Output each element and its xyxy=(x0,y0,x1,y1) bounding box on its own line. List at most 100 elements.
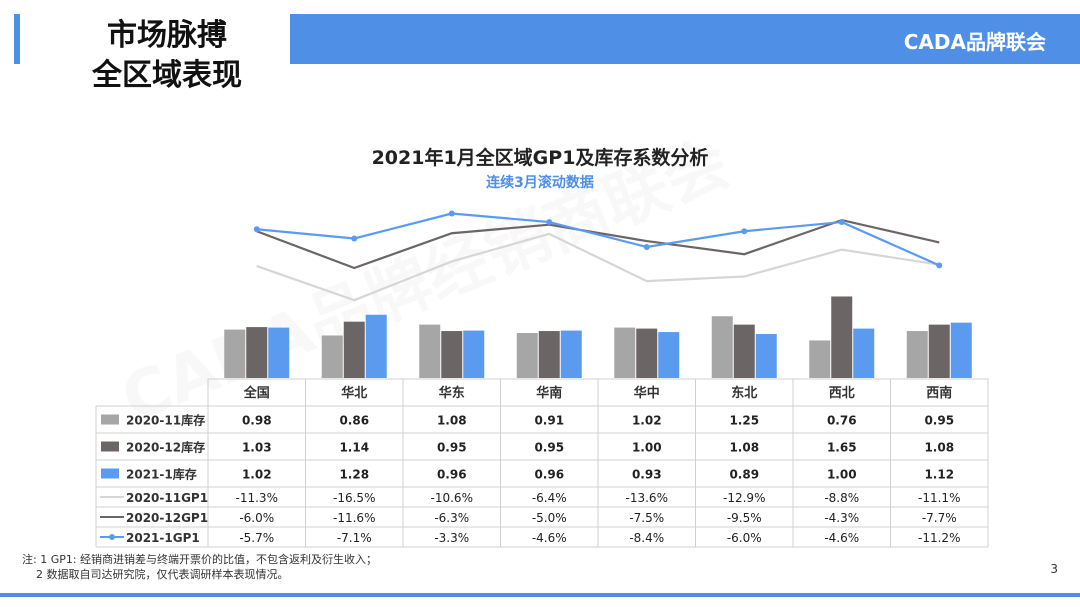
chart-subtitle: 连续3月滚动数据 xyxy=(486,175,594,191)
value-cell: 1.02 xyxy=(632,414,662,428)
footnote-line2: 2 数据取自司达研究院，仅代表调研样本表现情况。 xyxy=(36,568,289,581)
footnote-line1: 注: 1 GP1: 经销商进销差与终端开票价的比值，不包含返利及衍生收入； xyxy=(22,553,378,566)
bar xyxy=(343,321,365,378)
value-cell: 1.65 xyxy=(827,441,857,455)
value-cell: 1.14 xyxy=(339,441,369,455)
value-cell: -8.8% xyxy=(824,491,859,505)
accent-bar xyxy=(14,14,20,64)
bar xyxy=(321,335,343,378)
brand-name: CADA品牌联会 xyxy=(903,30,1046,54)
value-cell: 1.00 xyxy=(827,468,857,482)
value-cell: -3.3% xyxy=(434,531,469,545)
bar xyxy=(950,322,972,378)
footnote: 注: 1 GP1: 经销商进销差与终端开票价的比值，不包含返利及衍生收入； 2 … xyxy=(22,552,377,582)
bar xyxy=(928,324,950,378)
bar xyxy=(733,324,755,378)
value-cell: 1.00 xyxy=(632,441,662,455)
bar xyxy=(365,314,387,378)
value-cell: -4.6% xyxy=(532,531,567,545)
bar xyxy=(658,332,680,378)
line-point xyxy=(351,235,358,242)
value-cell: -6.4% xyxy=(532,491,567,505)
legend-swatch xyxy=(101,414,119,425)
value-cell: 1.08 xyxy=(924,441,954,455)
value-cell: 1.28 xyxy=(339,468,369,482)
value-cell: -16.5% xyxy=(333,491,375,505)
category-label: 东北 xyxy=(731,385,757,401)
value-cell: 0.96 xyxy=(437,468,467,482)
bar xyxy=(441,331,463,378)
category-label: 全国 xyxy=(243,385,270,401)
value-cell: -6.0% xyxy=(727,531,762,545)
bar xyxy=(246,327,268,378)
slide-title-line1: 市场脉搏 xyxy=(107,18,227,53)
category-label: 华中 xyxy=(634,385,660,401)
line-point xyxy=(936,262,943,269)
legend-swatch xyxy=(101,441,119,452)
value-cell: 0.86 xyxy=(339,414,369,428)
value-cell: -9.5% xyxy=(727,511,762,525)
value-cell: -5.7% xyxy=(239,531,274,545)
value-cell: -8.4% xyxy=(629,531,664,545)
series-line xyxy=(256,218,940,270)
value-cell: -11.3% xyxy=(236,491,278,505)
value-cell: -7.5% xyxy=(629,511,664,525)
bar xyxy=(538,331,560,378)
legend-swatch xyxy=(101,468,119,479)
value-cell: -5.0% xyxy=(532,511,567,525)
value-cell: 0.76 xyxy=(827,414,857,428)
category-label: 华南 xyxy=(536,385,562,401)
line-point xyxy=(741,228,748,235)
value-cell: -11.2% xyxy=(918,531,960,545)
bar xyxy=(224,329,246,378)
bar xyxy=(906,331,928,378)
value-cell: 0.95 xyxy=(534,441,564,455)
line-point xyxy=(643,244,650,250)
value-cell: 0.96 xyxy=(534,468,564,482)
bar xyxy=(831,296,853,378)
value-cell: 0.89 xyxy=(729,468,759,482)
value-cell: -6.0% xyxy=(239,511,274,525)
legend-label: 2020-11库存 xyxy=(126,413,205,428)
legend-label: 2020-12库存 xyxy=(126,440,205,455)
value-cell: -4.3% xyxy=(824,511,859,525)
bar xyxy=(614,327,636,378)
value-cell: -11.1% xyxy=(918,491,960,505)
value-cell: 1.03 xyxy=(242,441,272,455)
footer-line xyxy=(0,593,1080,597)
slide-title-line2: 全区域表现 xyxy=(92,58,242,93)
line-point xyxy=(838,219,845,226)
line-point xyxy=(546,219,553,226)
value-cell: 0.98 xyxy=(242,414,272,428)
value-cell: 1.12 xyxy=(924,468,954,482)
value-cell: 0.95 xyxy=(924,414,954,428)
value-cell: -7.7% xyxy=(922,511,957,525)
bar xyxy=(419,324,441,378)
bar xyxy=(755,334,777,378)
line-point xyxy=(253,226,260,233)
chart-title: 2021年1月全区域GP1及库存系数分析 xyxy=(371,147,709,169)
value-cell: 1.08 xyxy=(729,441,759,455)
value-cell: -4.6% xyxy=(824,531,859,545)
bar xyxy=(463,330,485,378)
value-cell: 1.02 xyxy=(242,468,272,482)
value-cell: 0.93 xyxy=(632,468,662,482)
category-label: 华东 xyxy=(439,385,465,401)
bar xyxy=(636,328,658,378)
header-band xyxy=(290,14,1080,64)
value-cell: -13.6% xyxy=(626,491,668,505)
value-cell: 1.08 xyxy=(437,414,467,428)
bar xyxy=(516,333,538,378)
bar xyxy=(711,316,733,378)
category-label: 西北 xyxy=(829,386,855,401)
legend-marker xyxy=(109,534,115,540)
series-line xyxy=(256,212,940,267)
value-cell: 1.25 xyxy=(729,414,759,428)
line-point xyxy=(448,210,455,217)
page-number: 3 xyxy=(1050,562,1058,576)
value-cell: -11.6% xyxy=(333,511,375,525)
legend-label: 2020-11GP1 xyxy=(126,491,208,505)
legend-label: 2021-1GP1 xyxy=(126,531,200,545)
value-cell: -12.9% xyxy=(723,491,765,505)
